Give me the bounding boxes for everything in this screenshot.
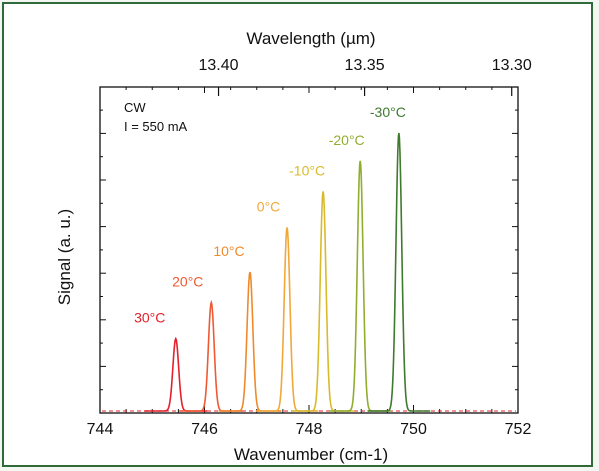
x-tick-label: 748 xyxy=(296,421,323,438)
series-label: -10°C xyxy=(289,162,325,178)
series-label: -30°C xyxy=(370,104,406,120)
plot-area xyxy=(100,87,518,413)
figure-frame: Wavelength (µm) Wavenumber (cm-1) Signal… xyxy=(2,2,593,467)
series-label: -20°C xyxy=(329,132,365,148)
y-axis-label: Signal (a. u.) xyxy=(55,209,74,305)
spectrum-line--20°C xyxy=(329,161,392,411)
x-tick-label: 750 xyxy=(400,421,427,438)
spectrum-line-0°C xyxy=(256,228,319,411)
annotation-current: I = 550 mA xyxy=(124,119,188,134)
spectrum-line-10°C xyxy=(219,272,282,411)
spectrum-line-30°C xyxy=(144,339,207,411)
x-tick-label: 746 xyxy=(191,421,218,438)
spectrum-chart: Wavelength (µm) Wavenumber (cm-1) Signal… xyxy=(4,4,593,467)
x-axis-label: Wavenumber (cm-1) xyxy=(234,445,388,464)
top-tick-label: 13.35 xyxy=(345,57,385,74)
x-tick-label: 752 xyxy=(505,421,532,438)
series-label: 10°C xyxy=(213,243,244,259)
series-label: 0°C xyxy=(257,199,281,215)
x-tick-label: 744 xyxy=(87,421,114,438)
top-tick-label: 13.30 xyxy=(492,57,532,74)
top-tick-label: 13.40 xyxy=(199,57,239,74)
top-axis-label: Wavelength (µm) xyxy=(246,29,375,48)
annotation-mode: CW xyxy=(124,100,146,115)
spectrum-line--10°C xyxy=(292,191,355,411)
series-label: 30°C xyxy=(134,310,165,326)
spectrum-line--30°C xyxy=(368,133,431,411)
series-label: 20°C xyxy=(172,274,203,290)
spectrum-line-20°C xyxy=(180,303,243,411)
